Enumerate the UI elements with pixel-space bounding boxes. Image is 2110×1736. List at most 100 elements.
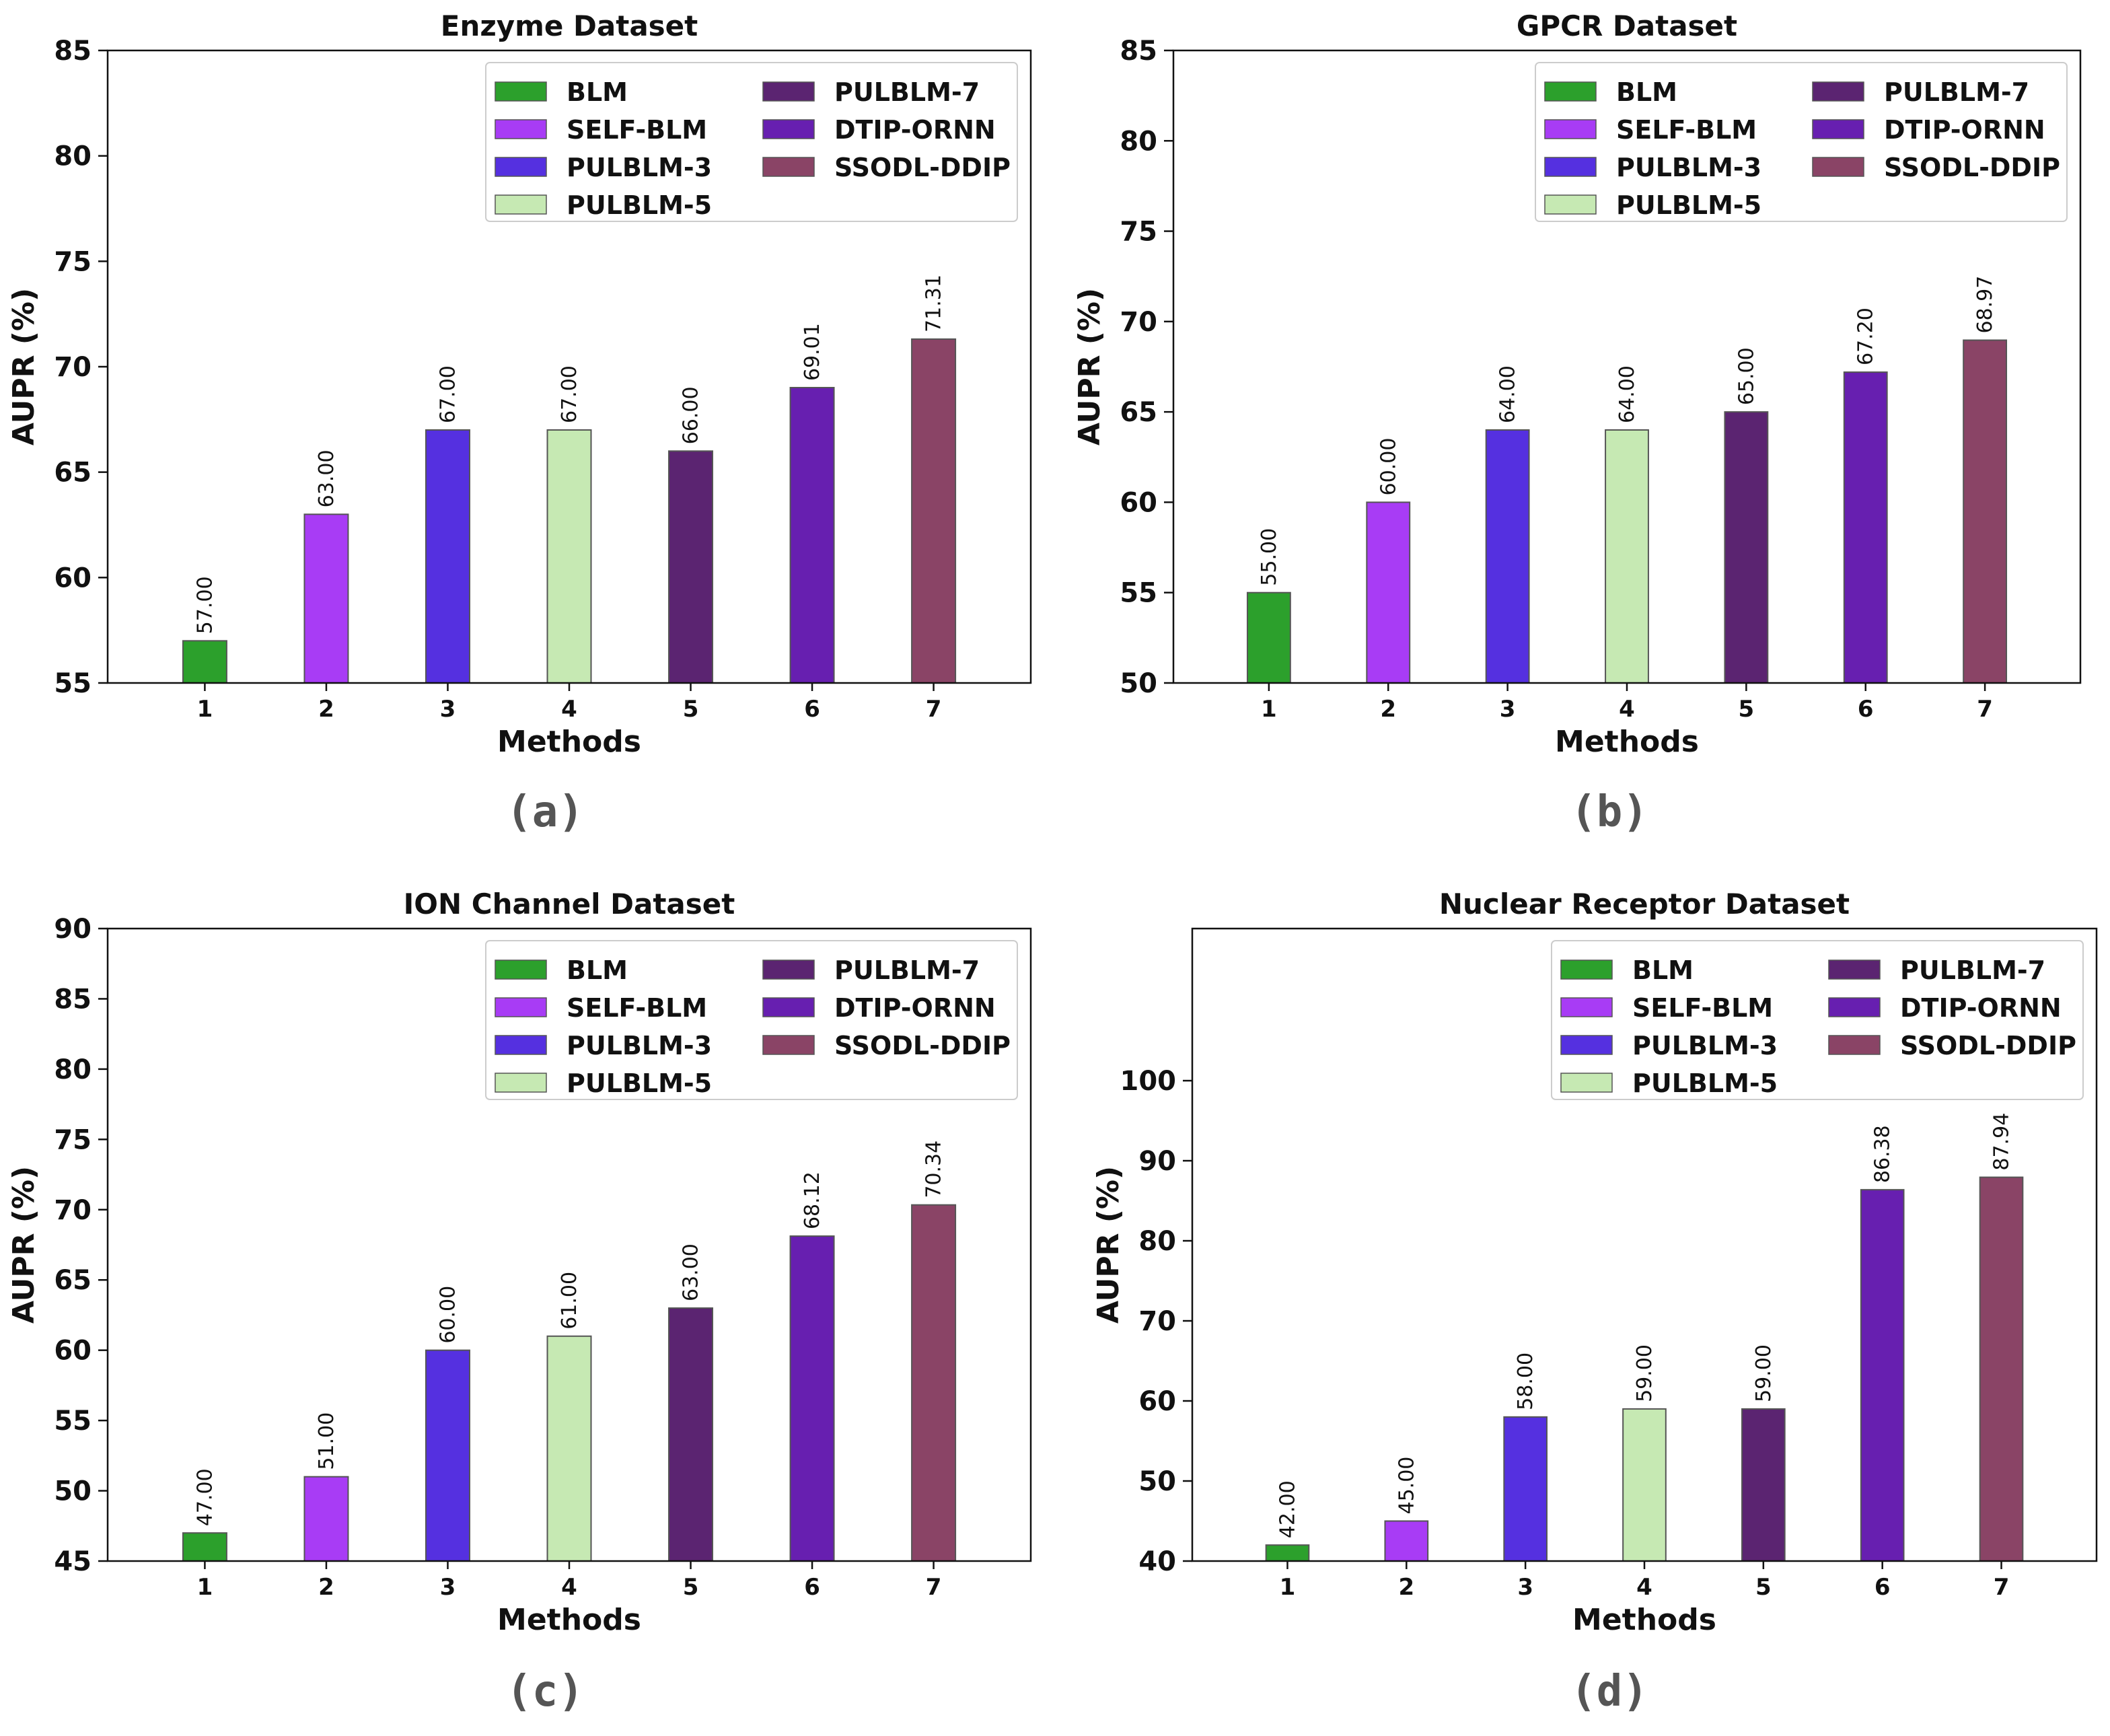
legend-swatch-5 bbox=[1828, 960, 1881, 980]
chart-title: GPCR Dataset bbox=[1517, 9, 1737, 42]
legend-swatch-3 bbox=[1544, 157, 1597, 177]
bar-value-label: 60.00 bbox=[436, 1286, 460, 1344]
bar-value-label: 65.00 bbox=[1735, 347, 1758, 405]
x-tick-label: 5 bbox=[683, 696, 699, 723]
legend-label: SSODL-DDIP bbox=[834, 1031, 1011, 1060]
bar-value-label: 57.00 bbox=[193, 576, 217, 634]
y-tick-label: 75 bbox=[54, 1124, 92, 1155]
bar-value-label: 67.00 bbox=[558, 365, 581, 423]
bar-value-label: 64.00 bbox=[1496, 365, 1520, 423]
bar-6 bbox=[789, 387, 835, 684]
legend-swatch-3 bbox=[495, 157, 547, 177]
bar-value-label: 58.00 bbox=[1514, 1352, 1537, 1410]
x-axis-label: Methods bbox=[497, 1603, 641, 1637]
legend: BLM SELF-BLM PULBLM-3 PULBLM-5 PULBLM-7 DTIP-… bbox=[1551, 940, 2084, 1100]
bar-2 bbox=[303, 1476, 349, 1562]
chart-title: ION Channel Dataset bbox=[404, 888, 735, 920]
legend-swatch-7 bbox=[1828, 1035, 1881, 1055]
x-tick-label: 4 bbox=[1636, 1574, 1652, 1601]
legend-label: PULBLM-3 bbox=[1616, 153, 1761, 182]
legend-label: SELF-BLM bbox=[1616, 115, 1757, 145]
legend-box bbox=[485, 62, 1018, 222]
y-axis-label: AUPR (%) bbox=[1072, 288, 1107, 445]
y-tick-label: 60 bbox=[1120, 487, 1157, 518]
legend-label: BLM bbox=[567, 955, 628, 985]
bar-value-label: 70.34 bbox=[922, 1141, 946, 1198]
x-tick-label: 7 bbox=[926, 1574, 942, 1601]
y-tick-label: 70 bbox=[1120, 307, 1157, 338]
bar-3 bbox=[1485, 429, 1530, 684]
bar-6 bbox=[789, 1235, 835, 1562]
bar-value-label: 71.31 bbox=[922, 275, 946, 332]
legend-label: BLM bbox=[1616, 77, 1677, 107]
legend-label: PULBLM-3 bbox=[567, 153, 712, 182]
bar-value-label: 67.00 bbox=[436, 365, 460, 423]
bar-5 bbox=[668, 1307, 714, 1562]
x-tick-label: 2 bbox=[318, 1574, 334, 1601]
chart-panel-2: GPCR Dataset505560657075808555.00160.002… bbox=[1072, 9, 2082, 837]
chart-panel-1: Enzyme Dataset5560657075808557.00163.002… bbox=[7, 9, 1032, 837]
y-tick-label: 85 bbox=[54, 36, 92, 67]
x-tick-label: 5 bbox=[683, 1574, 699, 1601]
legend-swatch-2 bbox=[1560, 997, 1613, 1017]
bar-7 bbox=[1979, 1176, 2024, 1562]
bar-2 bbox=[1384, 1520, 1429, 1562]
x-tick-label: 2 bbox=[318, 696, 334, 723]
y-tick-label: 65 bbox=[1120, 397, 1157, 428]
x-tick-label: 1 bbox=[1261, 696, 1277, 723]
y-tick-label: 50 bbox=[54, 1476, 92, 1507]
bar-value-label: 87.94 bbox=[1990, 1113, 2014, 1171]
legend-label: SSODL-DDIP bbox=[834, 153, 1011, 182]
x-tick-label: 6 bbox=[804, 696, 820, 723]
legend-swatch-6 bbox=[762, 997, 815, 1017]
bar-4 bbox=[1605, 429, 1649, 684]
y-tick-label: 50 bbox=[1120, 668, 1157, 699]
legend-label: BLM bbox=[1632, 955, 1694, 985]
legend-label: DTIP-ORNN bbox=[834, 993, 996, 1023]
y-tick-label: 40 bbox=[1138, 1546, 1176, 1577]
legend-label: PULBLM-3 bbox=[1632, 1031, 1778, 1060]
bar-value-label: 42.00 bbox=[1276, 1480, 1299, 1538]
y-tick-label: 70 bbox=[1138, 1306, 1176, 1337]
x-tick-label: 5 bbox=[1739, 696, 1755, 723]
x-tick-label: 1 bbox=[1280, 1574, 1296, 1601]
y-tick-label: 80 bbox=[54, 141, 92, 172]
bar-7 bbox=[911, 338, 957, 684]
legend: BLM SELF-BLM PULBLM-3 PULBLM-5 PULBLM-7 DTIP-… bbox=[485, 62, 1018, 222]
bar-value-label: 60.00 bbox=[1377, 438, 1400, 496]
plot-frame bbox=[1191, 927, 2098, 1562]
legend-label: PULBLM-5 bbox=[567, 190, 712, 220]
bar-3 bbox=[425, 429, 470, 684]
chart-panel-4: Nuclear Receptor Dataset 40 50 60 70 80 90 100 4… bbox=[1091, 888, 2098, 1716]
bar-1 bbox=[182, 1532, 227, 1562]
legend-swatch-6 bbox=[1812, 119, 1864, 139]
y-tick-label: 75 bbox=[54, 246, 92, 277]
chart-panel-3: ION Channel Dataset455055606570758085904… bbox=[7, 888, 1032, 1716]
chart-title: Nuclear Receptor Dataset bbox=[1439, 888, 1850, 920]
legend-swatch-2 bbox=[1544, 119, 1597, 139]
legend-swatch-5 bbox=[1812, 81, 1864, 102]
bar-value-label: 55.00 bbox=[1258, 528, 1281, 586]
bar-value-label: 51.00 bbox=[315, 1412, 338, 1470]
legend: BLM SELF-BLM PULBLM-3 PULBLM-5 PULBLM-7 DTIP-… bbox=[1535, 62, 2068, 222]
bar-5 bbox=[1741, 1408, 1786, 1562]
bar-6 bbox=[1843, 371, 1888, 684]
x-tick-label: 7 bbox=[1994, 1574, 2010, 1601]
legend-box bbox=[1535, 62, 2068, 222]
x-tick-label: 4 bbox=[561, 696, 577, 723]
x-axis-label: Methods bbox=[497, 725, 641, 759]
bar-1 bbox=[182, 640, 227, 684]
bar-value-label: 68.12 bbox=[801, 1171, 824, 1229]
plot-frame bbox=[1172, 49, 2082, 684]
x-tick-label: 3 bbox=[1500, 696, 1516, 723]
bar-4 bbox=[1622, 1408, 1667, 1562]
legend-swatch-1 bbox=[1544, 81, 1597, 102]
legend-swatch-1 bbox=[495, 960, 547, 980]
y-tick-label: 85 bbox=[1120, 36, 1157, 67]
y-axis-label: AUPR (%) bbox=[7, 288, 41, 445]
x-tick-label: 6 bbox=[1858, 696, 1874, 723]
x-tick-label: 1 bbox=[197, 696, 213, 723]
bar-2 bbox=[303, 513, 349, 684]
legend-box bbox=[1551, 940, 2084, 1100]
legend-swatch-2 bbox=[495, 997, 547, 1017]
